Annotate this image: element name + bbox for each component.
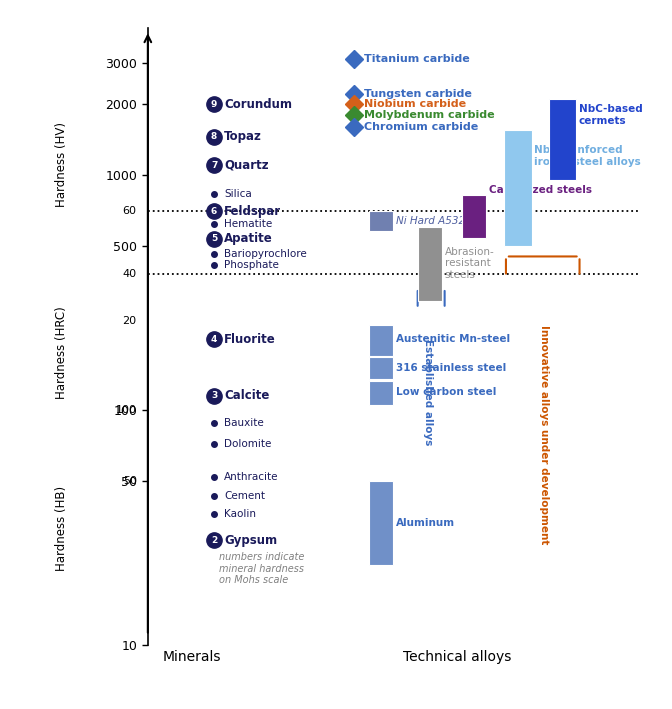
Text: Low carbon steel: Low carbon steel <box>396 387 496 397</box>
Text: Hardness (HV): Hardness (HV) <box>56 121 69 206</box>
Text: 9: 9 <box>211 100 217 108</box>
Text: Aluminum: Aluminum <box>396 518 455 528</box>
Text: Kaolin: Kaolin <box>224 509 256 520</box>
Text: Hardness (HRC): Hardness (HRC) <box>56 306 69 398</box>
Bar <box>417 227 442 301</box>
Text: Feldspar: Feldspar <box>224 205 281 218</box>
Text: 2: 2 <box>211 535 217 545</box>
Text: Fluorite: Fluorite <box>224 333 276 346</box>
Text: Ni Hard A532: Ni Hard A532 <box>396 216 465 226</box>
Text: Anthracite: Anthracite <box>224 471 278 482</box>
Text: Hematite: Hematite <box>224 219 272 229</box>
Text: Corundum: Corundum <box>224 98 292 111</box>
Text: Topaz: Topaz <box>224 130 262 143</box>
Text: 7: 7 <box>211 161 217 169</box>
Text: 100: 100 <box>116 405 136 415</box>
Text: Abrasion-
resistant
steels: Abrasion- resistant steels <box>445 247 495 280</box>
Text: Phosphate: Phosphate <box>224 259 279 269</box>
Text: Molybdenum carbide: Molybdenum carbide <box>364 110 495 120</box>
Bar <box>368 211 393 230</box>
Text: numbers indicate
mineral hardness
on Mohs scale: numbers indicate mineral hardness on Moh… <box>219 552 304 585</box>
Text: Tungsten carbide: Tungsten carbide <box>364 89 472 99</box>
Text: Carburized steels: Carburized steels <box>489 185 592 195</box>
Bar <box>368 381 393 405</box>
Text: 8: 8 <box>211 133 217 142</box>
Text: Austenitic Mn-steel: Austenitic Mn-steel <box>396 334 509 345</box>
Bar <box>505 130 532 246</box>
Text: Dolomite: Dolomite <box>224 439 271 449</box>
Text: Innovative alloys under development: Innovative alloys under development <box>539 325 549 545</box>
Bar <box>368 357 393 379</box>
Text: Niobium carbide: Niobium carbide <box>364 99 466 109</box>
Text: Cement: Cement <box>224 491 265 501</box>
Text: 50: 50 <box>123 476 136 486</box>
Text: Calcite: Calcite <box>224 389 269 402</box>
Bar <box>462 195 487 238</box>
Text: Minerals: Minerals <box>163 650 221 664</box>
Text: Quartz: Quartz <box>224 159 269 172</box>
Text: 60: 60 <box>123 206 136 216</box>
Text: Chromium carbide: Chromium carbide <box>364 122 478 132</box>
Text: NbC-based
cermets: NbC-based cermets <box>579 104 642 125</box>
Bar <box>368 325 393 356</box>
Text: Silica: Silica <box>224 189 251 199</box>
Text: Bariopyrochlore: Bariopyrochlore <box>224 249 306 259</box>
Text: Titanium carbide: Titanium carbide <box>364 55 470 65</box>
Text: 5: 5 <box>211 234 217 243</box>
Text: 316 stainless steel: 316 stainless steel <box>396 363 506 373</box>
Text: Bauxite: Bauxite <box>224 418 263 428</box>
Text: Established alloys: Established alloys <box>423 340 433 446</box>
Text: Gypsum: Gypsum <box>224 534 277 547</box>
Text: Hardness (HB): Hardness (HB) <box>56 486 69 571</box>
Text: 3: 3 <box>211 391 217 401</box>
Text: Apatite: Apatite <box>224 233 273 245</box>
Text: 40: 40 <box>122 269 136 279</box>
Bar <box>368 481 393 564</box>
Text: 4: 4 <box>211 335 217 344</box>
Text: 20: 20 <box>122 316 136 325</box>
Text: Technical alloys: Technical alloys <box>403 650 511 664</box>
Text: NbC reinforced
iron & steel alloys: NbC reinforced iron & steel alloys <box>534 145 640 167</box>
Text: 6: 6 <box>211 207 217 216</box>
Bar <box>548 99 576 180</box>
